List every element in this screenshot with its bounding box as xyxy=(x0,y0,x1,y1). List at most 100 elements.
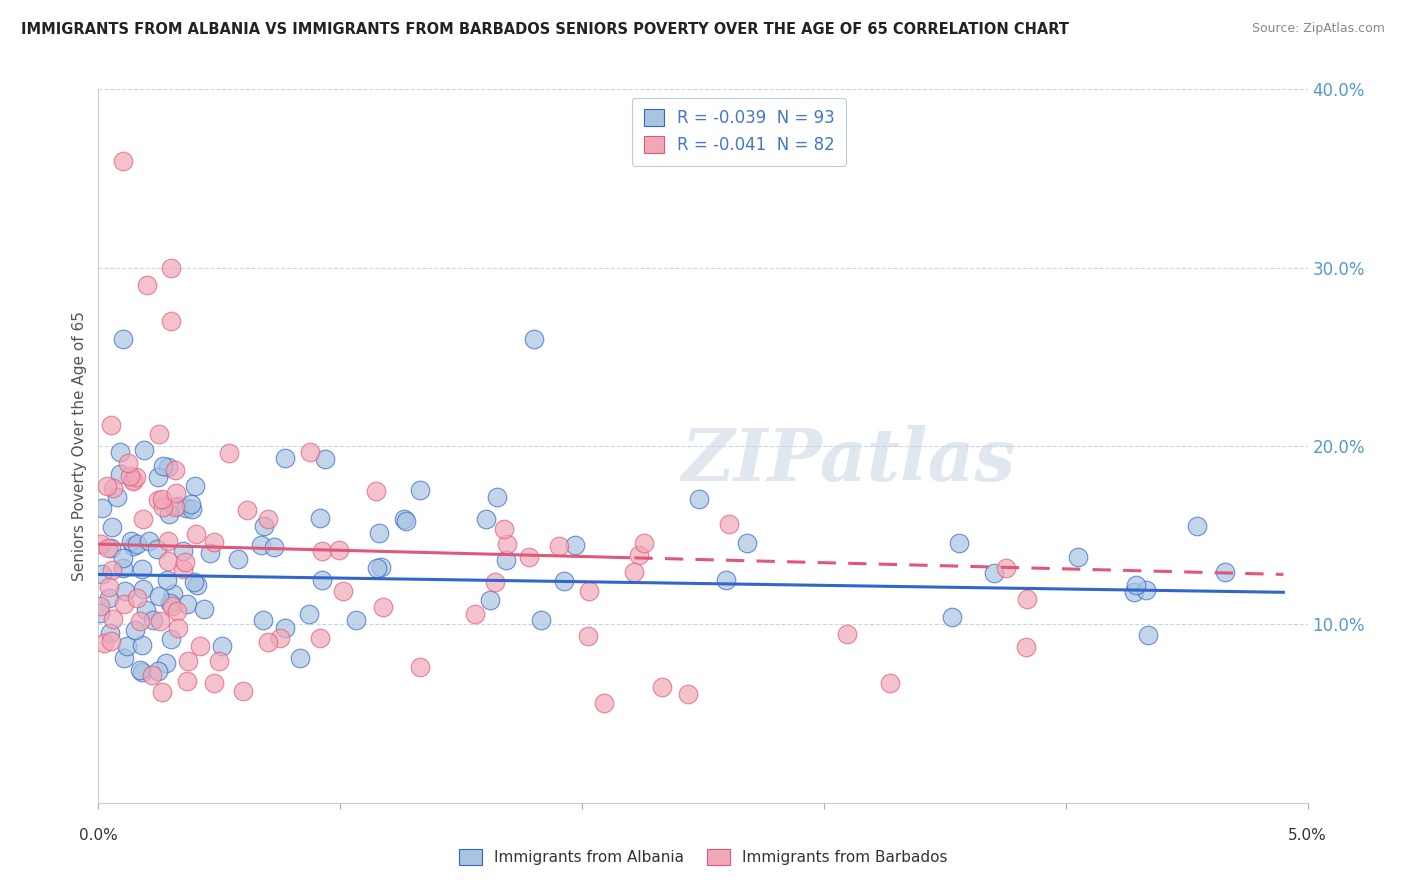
Point xyxy=(157,554,180,568)
Point xyxy=(256,511,278,525)
Point xyxy=(127,591,149,605)
Point xyxy=(623,565,645,579)
Point xyxy=(494,522,516,536)
Point xyxy=(835,626,858,640)
Point xyxy=(218,446,240,460)
Point xyxy=(177,654,200,668)
Point xyxy=(1135,582,1157,597)
Point xyxy=(131,562,153,576)
Point xyxy=(202,534,225,549)
Point xyxy=(114,584,136,599)
Point xyxy=(678,687,700,701)
Point xyxy=(134,442,156,457)
Point xyxy=(142,613,165,627)
Text: IMMIGRANTS FROM ALBANIA VS IMMIGRANTS FROM BARBADOS SENIORS POVERTY OVER THE AGE: IMMIGRANTS FROM ALBANIA VS IMMIGRANTS FR… xyxy=(21,22,1069,37)
Point xyxy=(122,474,145,488)
Point xyxy=(517,549,540,564)
Point xyxy=(879,676,901,690)
Point xyxy=(180,497,202,511)
Point xyxy=(371,599,394,614)
Point xyxy=(308,631,330,645)
Point xyxy=(173,555,195,569)
Text: 5.0%: 5.0% xyxy=(1288,828,1327,843)
Point xyxy=(138,534,160,549)
Point xyxy=(368,525,391,540)
Point xyxy=(93,635,115,649)
Point xyxy=(90,537,112,551)
Point xyxy=(100,633,122,648)
Point xyxy=(148,590,170,604)
Point xyxy=(184,479,207,493)
Point xyxy=(200,546,222,560)
Point xyxy=(146,493,169,508)
Point xyxy=(409,660,432,674)
Point xyxy=(165,486,187,500)
Point xyxy=(202,676,225,690)
Point xyxy=(100,563,122,577)
Point xyxy=(1215,565,1237,579)
Point xyxy=(129,614,152,628)
Point xyxy=(395,515,418,529)
Point xyxy=(633,536,655,550)
Point xyxy=(155,657,177,671)
Point xyxy=(328,542,350,557)
Point xyxy=(148,664,170,678)
Point xyxy=(160,314,183,328)
Point xyxy=(364,484,387,499)
Point xyxy=(150,491,173,506)
Point xyxy=(114,650,136,665)
Point xyxy=(120,534,142,549)
Point xyxy=(714,573,737,587)
Point xyxy=(145,541,167,556)
Point xyxy=(183,575,205,590)
Point xyxy=(156,460,179,475)
Point xyxy=(117,456,139,470)
Point xyxy=(314,451,336,466)
Legend: Immigrants from Albania, Immigrants from Barbados: Immigrants from Albania, Immigrants from… xyxy=(453,843,953,871)
Point xyxy=(124,623,146,637)
Point xyxy=(288,651,311,665)
Point xyxy=(100,418,122,433)
Point xyxy=(131,638,153,652)
Point xyxy=(117,639,139,653)
Point xyxy=(89,606,111,620)
Point xyxy=(90,566,112,581)
Point xyxy=(208,654,231,668)
Point xyxy=(157,508,180,522)
Point xyxy=(211,639,233,653)
Point xyxy=(628,549,651,563)
Point xyxy=(176,673,198,688)
Point xyxy=(392,511,415,525)
Point xyxy=(496,536,519,550)
Point xyxy=(311,544,333,558)
Point xyxy=(122,540,145,554)
Point xyxy=(101,612,124,626)
Point xyxy=(97,541,120,556)
Point xyxy=(132,512,155,526)
Point xyxy=(593,696,616,710)
Point xyxy=(232,684,254,698)
Point xyxy=(108,467,131,481)
Point xyxy=(257,635,280,649)
Point xyxy=(111,550,134,565)
Point xyxy=(298,607,321,621)
Point xyxy=(252,613,274,627)
Point xyxy=(226,552,249,566)
Point xyxy=(152,459,174,474)
Point xyxy=(172,543,194,558)
Point xyxy=(548,539,571,553)
Point xyxy=(163,463,186,477)
Point xyxy=(1015,640,1038,654)
Point xyxy=(530,613,553,627)
Point xyxy=(174,500,197,515)
Point xyxy=(159,596,181,610)
Point xyxy=(274,621,297,635)
Point xyxy=(160,260,183,275)
Point xyxy=(409,483,432,497)
Point xyxy=(125,469,148,483)
Point xyxy=(186,527,208,541)
Text: 0.0%: 0.0% xyxy=(79,828,118,843)
Point xyxy=(181,501,204,516)
Point xyxy=(1137,627,1160,641)
Point xyxy=(941,610,963,624)
